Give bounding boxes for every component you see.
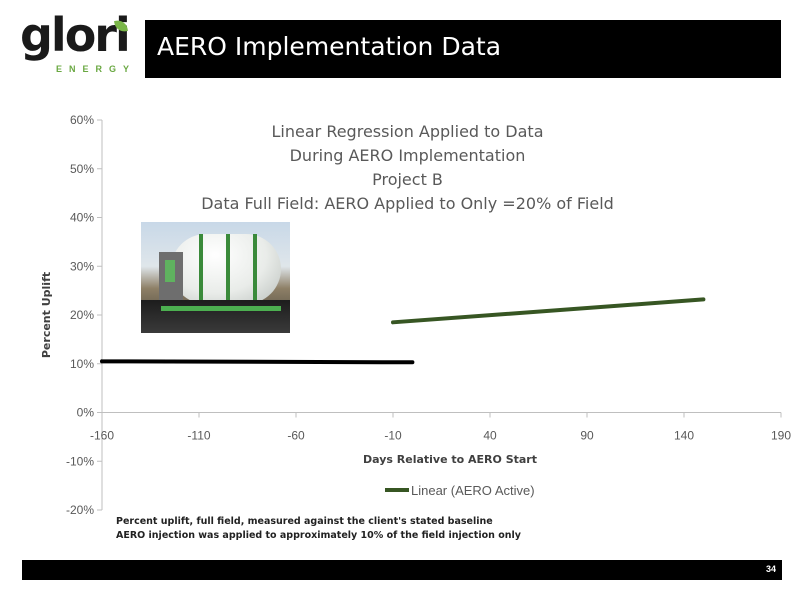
- tank-band: [199, 234, 203, 304]
- tank-trailer-image: [141, 300, 290, 333]
- series-line-linear-aero-active: [391, 297, 706, 325]
- chart-title-line: Data Full Field: AERO Applied to Only =2…: [201, 194, 614, 213]
- y-axis-label: Percent Uplift: [40, 272, 53, 358]
- page-number: 34: [765, 564, 776, 574]
- footnote-line: AERO injection was applied to approximat…: [116, 530, 521, 541]
- tank-band: [226, 234, 230, 304]
- footer-bar: 34: [22, 560, 782, 580]
- chart-title-line: During AERO Implementation: [289, 146, 526, 165]
- control-panel-screen: [165, 260, 175, 282]
- chart-title-line: Project B: [372, 170, 443, 189]
- y-tick-label: -10%: [66, 454, 94, 468]
- legend-label: Linear (AERO Active): [411, 483, 535, 498]
- x-tick-label: -60: [287, 429, 305, 443]
- x-tick-label: -110: [187, 429, 210, 443]
- slide-title: AERO Implementation Data: [157, 32, 502, 61]
- x-tick-label: -160: [90, 429, 114, 443]
- pipe-image: [161, 306, 281, 311]
- x-tick-label: 190: [771, 429, 791, 443]
- x-axis-label: Days Relative to AERO Start: [363, 453, 537, 466]
- logo-wordmark: glori: [20, 8, 131, 62]
- x-tick-label: -10: [384, 429, 402, 443]
- series-line-baseline: [100, 359, 415, 365]
- tank-band: [253, 234, 257, 304]
- y-tick-label: 10%: [70, 357, 94, 371]
- glori-energy-logo: glori ENERGY: [20, 12, 132, 80]
- y-tick-label: -20%: [66, 503, 94, 517]
- x-tick-label: 40: [483, 429, 497, 443]
- tank-image: [171, 234, 281, 304]
- y-tick-label: 20%: [70, 308, 94, 322]
- y-tick-label: 30%: [70, 259, 94, 273]
- x-tick-label: 140: [674, 429, 694, 443]
- chart-title-line: Linear Regression Applied to Data: [271, 122, 544, 141]
- title-bar: AERO Implementation Data: [145, 20, 781, 78]
- chart-title: Linear Regression Applied to Data During…: [180, 120, 635, 216]
- y-tick-label: 60%: [70, 113, 94, 127]
- aero-tank-photo: [141, 222, 290, 333]
- footnotes: Percent uplift, full field, measured aga…: [116, 515, 521, 543]
- x-tick-label: 90: [580, 429, 594, 443]
- footnote-line: Percent uplift, full field, measured aga…: [116, 516, 493, 527]
- y-tick-label: 50%: [70, 162, 94, 176]
- y-tick-label: 0%: [77, 406, 95, 420]
- logo-subtitle: ENERGY: [56, 64, 137, 74]
- y-tick-label: 40%: [70, 211, 94, 225]
